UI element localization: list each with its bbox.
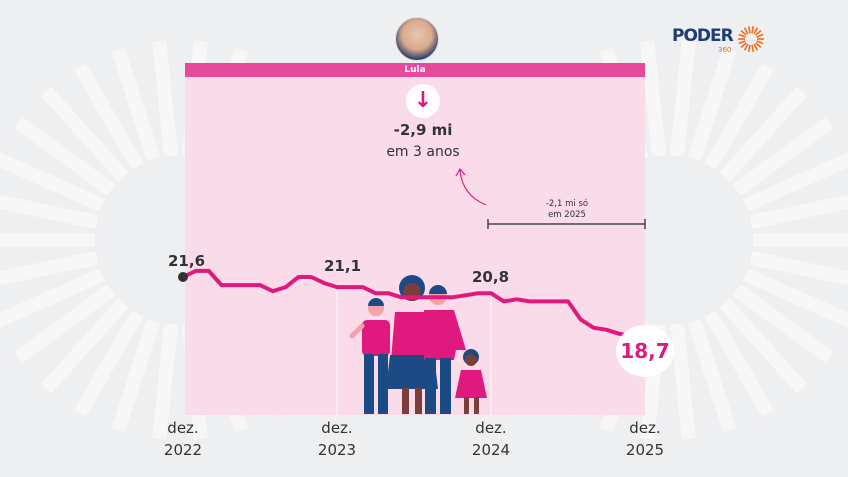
sunburst-ray — [111, 47, 161, 162]
family-illustration — [349, 275, 487, 414]
range-bracket — [487, 219, 646, 229]
data-label-dez-2023: 21,1 — [324, 257, 362, 275]
x-tick-year: 2023 — [317, 441, 357, 459]
endpoint-marker — [178, 272, 188, 282]
sunburst-ray — [40, 86, 129, 182]
sunburst-ray — [669, 40, 696, 157]
curved-arrow-head — [455, 167, 466, 177]
data-label-dez-2025: 18,7 — [620, 339, 670, 363]
x-tick-label: dez. 2023 — [297, 417, 377, 461]
x-tick-year: 2024 — [471, 441, 511, 459]
end-value-bubble — [616, 325, 674, 377]
sunburst-ray — [14, 284, 116, 364]
sunburst-ray — [40, 298, 129, 394]
sunburst-ray — [152, 323, 179, 440]
sunburst-ray — [687, 318, 737, 433]
sunburst-ray — [704, 63, 775, 170]
sunburst-ray — [0, 250, 99, 286]
sunburst-ray — [732, 284, 834, 364]
period-header: Lula — [185, 63, 645, 77]
sunburst-ray — [719, 298, 808, 394]
total-change: -2,9 mi — [393, 121, 453, 139]
x-tick-month: dez. — [321, 419, 353, 437]
sunburst-ray — [0, 194, 99, 230]
sunburst-ray — [152, 40, 179, 157]
sunburst-ray — [742, 268, 848, 328]
sunburst-ray — [111, 318, 161, 433]
range-change-label: -2,1 mi só em 2025 — [488, 199, 646, 221]
curved-arrow — [459, 169, 487, 206]
x-tick-month: dez. — [167, 419, 199, 437]
x-tick-year: 2022 — [163, 441, 203, 459]
poder360-logo-sub: 360 — [718, 46, 732, 54]
sunburst-ray — [732, 116, 834, 196]
sunburst-ray — [0, 152, 106, 212]
sunburst-ray — [640, 40, 667, 157]
x-tick-label: dez. 2025 — [605, 417, 685, 461]
range-line1: -2,1 mi só — [545, 199, 589, 209]
x-tick-month: dez. — [629, 419, 661, 437]
sunburst-ray — [742, 152, 848, 212]
sunburst-ray — [669, 323, 696, 440]
sunburst-ray — [749, 194, 848, 230]
x-tick-label: dez. 2022 — [143, 417, 223, 461]
sunburst-ray — [73, 63, 144, 170]
poder360-logo: PODER — [672, 26, 734, 46]
data-label-dez-2022: 21,6 — [168, 252, 206, 270]
x-tick-label: dez. 2024 — [451, 417, 531, 461]
series-line — [182, 268, 645, 338]
x-tick-month: dez. — [475, 419, 507, 437]
lula-avatar — [395, 17, 439, 61]
sunburst-ray — [14, 116, 116, 196]
data-label-dez-2024: 20,8 — [472, 268, 510, 286]
sunburst-ray — [0, 268, 106, 328]
sunburst-ray — [749, 250, 848, 286]
sunburst-ray — [73, 310, 144, 417]
total-period: em 3 anos — [386, 144, 460, 160]
sun-logo-icon — [738, 26, 764, 52]
arrow-down-icon: ↓ — [406, 84, 440, 118]
sunburst-ray — [704, 310, 775, 417]
range-line2: em 2025 — [548, 210, 586, 220]
sunburst-ray — [687, 47, 737, 162]
x-tick-year: 2025 — [625, 441, 665, 459]
sunburst-ray — [719, 86, 808, 182]
